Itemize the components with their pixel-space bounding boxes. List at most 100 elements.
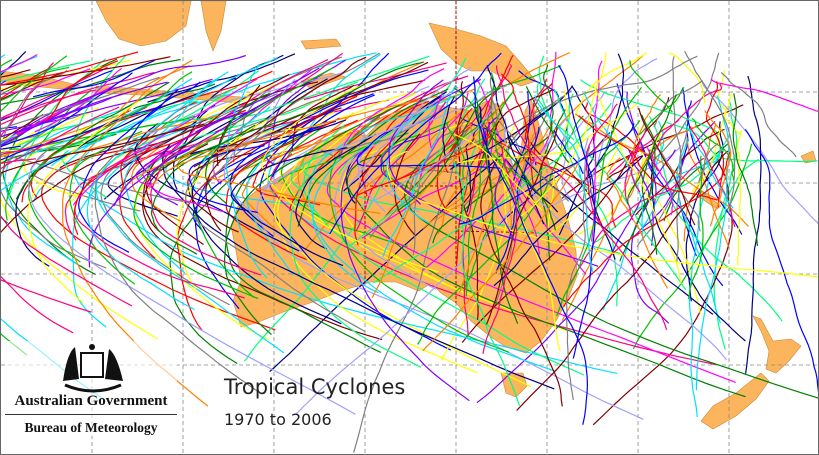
cyclone-track <box>1 66 70 96</box>
cyclone-track <box>710 78 818 112</box>
cyclone-track <box>1 68 91 95</box>
cyclone-track <box>1 60 91 83</box>
cyclone-track <box>191 78 342 325</box>
cyclone-track <box>150 121 261 276</box>
cyclone-track <box>382 84 457 258</box>
cyclone-track <box>1 69 68 212</box>
cyclone-track <box>227 103 422 181</box>
cyclone-track <box>524 83 553 140</box>
cyclone-track <box>162 143 555 390</box>
bom-logo: Australian Government Bureau of Meteorol… <box>5 341 177 436</box>
cyclone-track <box>461 97 670 343</box>
cyclone-track <box>553 129 584 174</box>
cyclone-track <box>291 153 330 191</box>
government-label: Australian Government <box>5 393 177 415</box>
cyclone-track <box>225 117 340 261</box>
cyclone-track <box>1 106 133 307</box>
cyclone-track <box>454 133 543 211</box>
cyclone-track <box>386 150 818 278</box>
cyclone-track <box>676 138 721 324</box>
cyclone-track <box>295 133 377 250</box>
cyclone-track <box>503 118 728 361</box>
cyclone-track <box>135 148 225 213</box>
cyclone-track <box>1 66 108 119</box>
cyclone-track <box>1 55 68 356</box>
cyclone-track <box>1 51 27 76</box>
cyclone-track <box>744 129 818 393</box>
cyclone-track <box>691 118 735 180</box>
cyclone-track <box>145 73 290 245</box>
cyclone-track <box>1 71 155 125</box>
cyclone-track <box>403 158 818 399</box>
cyclone-track <box>69 130 143 285</box>
cyclone-track <box>32 59 155 98</box>
cyclone-track <box>453 87 556 231</box>
cyclone-track <box>188 145 265 214</box>
cyclone-track <box>482 116 498 147</box>
cyclone-track <box>1 109 246 234</box>
cyclone-track <box>489 72 570 202</box>
cyclone-track <box>271 52 390 178</box>
cyclone-track <box>117 65 190 113</box>
cyclone-track <box>449 105 553 170</box>
cyclone-track <box>27 100 141 304</box>
cyclone-track <box>1 56 171 86</box>
cyclone-track <box>277 69 429 132</box>
cyclone-track <box>244 57 467 362</box>
landmass-new-zealand-south <box>700 372 770 430</box>
map-subtitle: 1970 to 2006 <box>224 410 332 429</box>
cyclone-track <box>360 100 499 208</box>
cyclone-track <box>460 65 562 110</box>
cyclone-track <box>668 52 706 104</box>
cyclone-track <box>371 101 504 298</box>
cyclone-track <box>574 51 648 121</box>
cyclone-track <box>1 76 160 130</box>
cyclone-track <box>361 108 494 239</box>
landmass-new-guinea <box>428 22 537 87</box>
cyclone-track <box>225 63 268 279</box>
cyclone-track <box>356 131 501 169</box>
cyclone-track <box>1 123 205 174</box>
cyclone-track <box>355 101 447 232</box>
cyclone-track <box>13 100 199 149</box>
cyclone-track <box>30 145 141 212</box>
cyclone-track <box>133 67 333 300</box>
cyclone-track <box>688 138 729 418</box>
cyclone-track <box>347 66 472 188</box>
cyclone-track <box>682 87 743 235</box>
cyclone-track <box>147 53 296 103</box>
cyclone-track <box>645 145 674 215</box>
cyclone-track <box>684 50 736 214</box>
cyclone-track <box>704 110 732 227</box>
cyclone-track <box>556 87 642 317</box>
cyclone-track <box>532 78 548 165</box>
cyclone-track <box>736 129 743 266</box>
cyclone-track <box>732 93 759 247</box>
cyclone-track <box>94 137 262 394</box>
cyclone-track <box>442 96 456 156</box>
cyclone-track <box>684 123 734 209</box>
cyclone-track <box>326 148 736 383</box>
cyclone-track <box>100 86 237 306</box>
cyclone-track <box>493 155 644 287</box>
cyclone-track <box>500 73 534 187</box>
cyclone-track <box>425 90 515 167</box>
cyclone-track <box>71 114 219 154</box>
cyclone-track <box>1 109 132 158</box>
cyclone-track <box>61 150 108 199</box>
landmass-borneo <box>95 1 192 47</box>
cyclone-track <box>386 103 439 224</box>
cyclone-track <box>602 121 665 311</box>
cyclone-track <box>150 124 256 255</box>
cyclone-track <box>745 75 762 374</box>
cyclone-track <box>88 88 289 268</box>
cyclone-track <box>1 54 246 146</box>
cyclone-track <box>147 142 254 190</box>
cyclone-track <box>1 106 161 161</box>
cyclone-track <box>142 136 187 188</box>
cyclone-track <box>446 122 466 180</box>
cyclone-track <box>302 152 621 254</box>
cyclone-track <box>460 88 554 207</box>
cyclone-track <box>15 77 237 267</box>
